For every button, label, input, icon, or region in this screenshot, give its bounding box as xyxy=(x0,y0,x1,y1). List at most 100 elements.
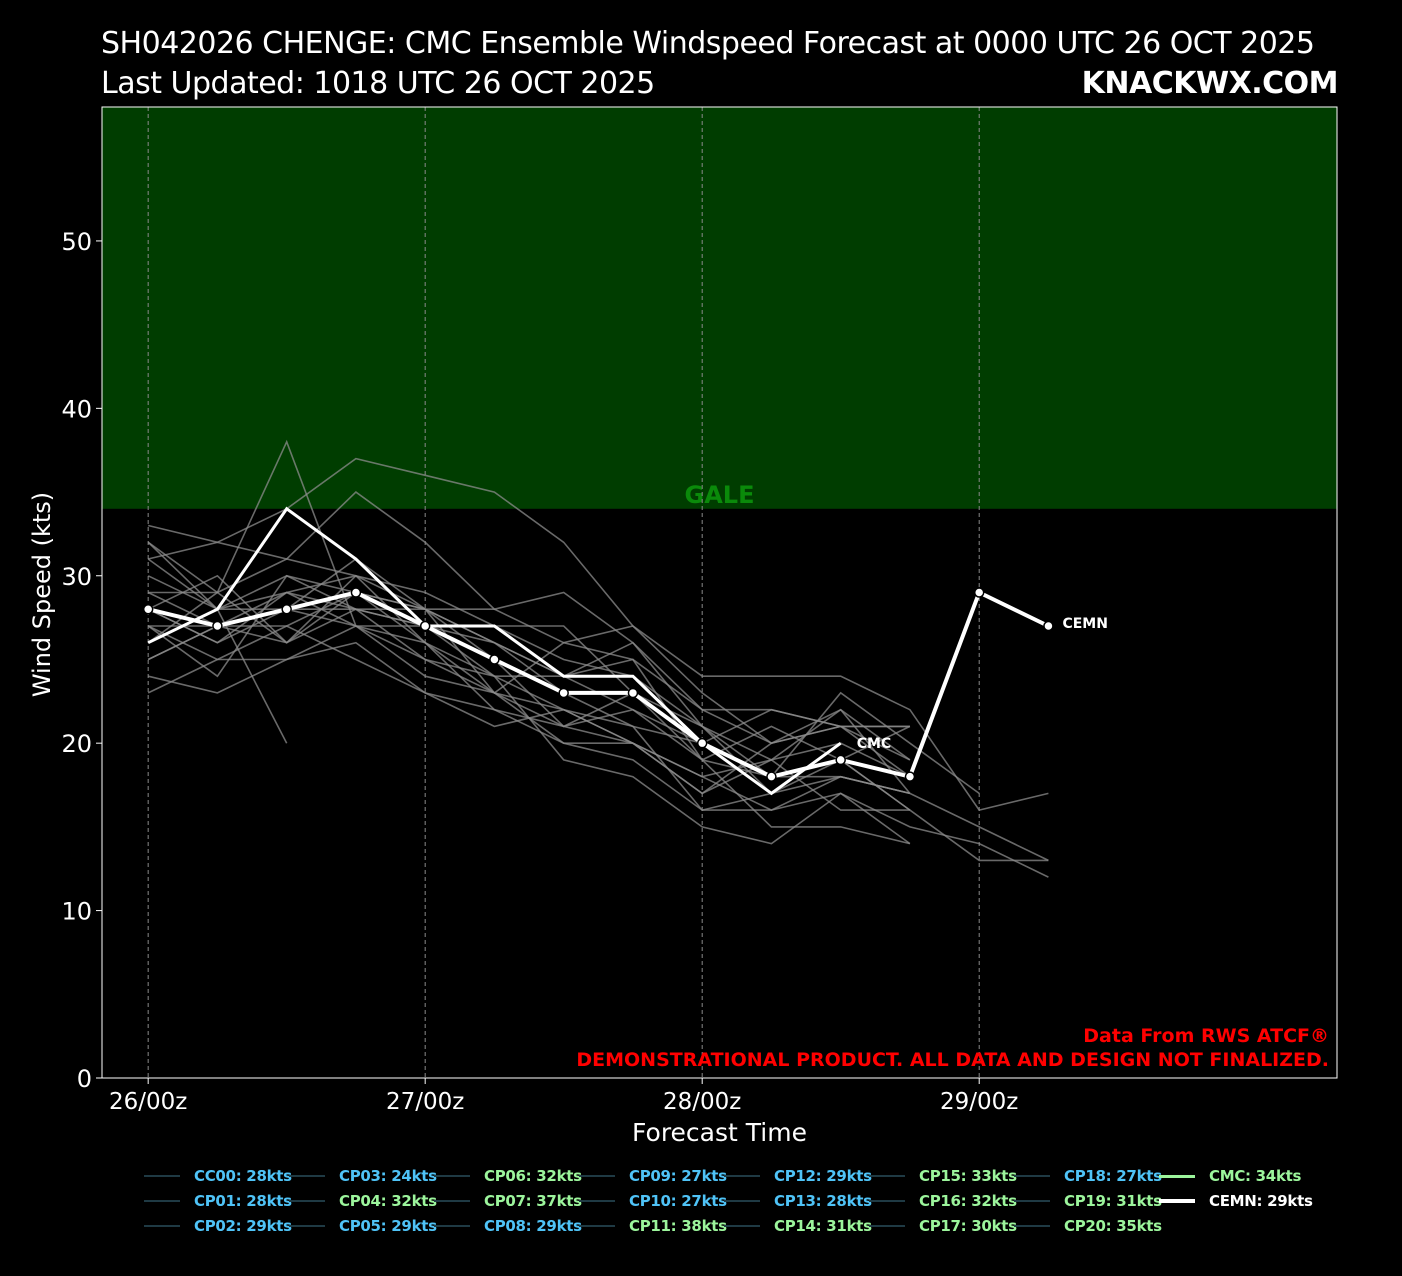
legend-swatch xyxy=(869,1225,905,1227)
legend-swatch xyxy=(724,1225,760,1227)
chart-title: SH042026 CHENGE: CMC Ensemble Windspeed … xyxy=(101,26,1315,61)
member-line-18 xyxy=(147,541,910,795)
legend-swatch xyxy=(869,1200,905,1202)
y-tick-label-4: 40 xyxy=(61,395,92,423)
cemn-point-13 xyxy=(1043,620,1054,632)
legend-item: CP17: 30kts xyxy=(869,1216,1017,1236)
legend-label: CEMN: 29kts xyxy=(1209,1192,1313,1210)
legend-label: CC00: 28kts xyxy=(194,1167,292,1185)
legend-item: CP10: 27kts xyxy=(579,1191,727,1211)
legend-item: CP19: 31kts xyxy=(1014,1191,1162,1211)
cemn-point-12 xyxy=(973,587,985,598)
cemn-point-0 xyxy=(142,603,154,615)
legend-item: CP14: 31kts xyxy=(724,1216,872,1236)
x-tick-label-0: 26/00z xyxy=(109,1089,187,1115)
x-tick-label-2: 28/00z xyxy=(663,1089,741,1115)
legend-label: CP17: 30kts xyxy=(919,1217,1017,1235)
cemn-point-7 xyxy=(627,687,639,699)
legend-item: CP16: 32kts xyxy=(869,1191,1017,1211)
legend-swatch xyxy=(724,1175,760,1177)
brand-logo-text: KNACKWX.COM xyxy=(1081,66,1339,101)
legend-label: CP06: 32kts xyxy=(484,1167,582,1185)
legend-label: CP11: 38kts xyxy=(629,1217,727,1235)
legend-swatch xyxy=(289,1225,325,1227)
legend-item: CP06: 32kts xyxy=(434,1166,582,1186)
cemn-point-6 xyxy=(558,687,569,699)
legend-swatch xyxy=(1159,1199,1195,1203)
cemn-end-label: CEMN xyxy=(1062,616,1108,632)
legend-label: CP18: 27kts xyxy=(1064,1167,1162,1185)
legend-item: CP18: 27kts xyxy=(1014,1166,1162,1186)
legend-item: CP01: 28kts xyxy=(144,1191,292,1211)
legend: CC00: 28kts CP01: 28kts CP02: 29kts CP03: 2… xyxy=(144,1166,1384,1246)
legend-item: CP11: 38kts xyxy=(579,1216,727,1236)
legend-swatch xyxy=(434,1175,470,1177)
member-line-17 xyxy=(147,591,911,795)
legend-item: CP15: 33kts xyxy=(869,1166,1017,1186)
legend-item: CEMN: 29kts xyxy=(1159,1191,1313,1211)
legend-item: CP08: 29kts xyxy=(434,1216,582,1236)
x-tick-label-3: 29/00z xyxy=(940,1089,1018,1115)
y-tick-label-0: 0 xyxy=(77,1065,92,1093)
legend-item: CC00: 28kts xyxy=(144,1166,292,1186)
legend-label: CP10: 27kts xyxy=(629,1192,727,1210)
legend-swatch xyxy=(144,1200,180,1202)
last-updated: Last Updated: 1018 UTC 26 OCT 2025 xyxy=(101,66,655,101)
legend-label: CP16: 32kts xyxy=(919,1192,1017,1210)
legend-swatch xyxy=(144,1175,180,1177)
windspeed-chart: GALE CMC CEMN 0 10 20 30 40 50 26/00z 27/00z 28/00z… xyxy=(28,106,1338,1147)
cemn-point-2 xyxy=(281,603,292,615)
legend-item: CP13: 28kts xyxy=(724,1191,872,1211)
legend-swatch xyxy=(869,1175,905,1177)
legend-item: CP02: 29kts xyxy=(144,1216,292,1236)
cemn-point-9 xyxy=(766,771,777,782)
member-line-6 xyxy=(147,558,911,795)
cemn-point-5 xyxy=(489,654,500,665)
legend-label: CP02: 29kts xyxy=(194,1217,292,1235)
legend-label: CP20: 35kts xyxy=(1064,1217,1162,1235)
cemn-point-8 xyxy=(696,737,708,749)
cmc-line xyxy=(147,506,842,796)
legend-label: CMC: 34kts xyxy=(1209,1167,1302,1185)
y-tick-label-5: 50 xyxy=(61,228,92,256)
cemn-point-3 xyxy=(350,587,362,598)
member-line-11 xyxy=(147,575,1049,862)
legend-item: CP03: 24kts xyxy=(289,1166,437,1186)
gale-band xyxy=(102,107,1337,509)
legend-swatch xyxy=(579,1225,615,1227)
legend-swatch xyxy=(289,1175,325,1177)
x-tick-label-1: 27/00z xyxy=(386,1089,464,1115)
legend-swatch xyxy=(1014,1200,1050,1202)
legend-swatch xyxy=(1014,1225,1050,1227)
member-line-10 xyxy=(147,608,1049,878)
x-axis-label: Forecast Time xyxy=(632,1118,807,1147)
legend-swatch xyxy=(434,1200,470,1202)
cemn-point-11 xyxy=(904,771,916,782)
legend-label: CP04: 32kts xyxy=(339,1192,437,1210)
member-line-8 xyxy=(148,625,911,795)
y-tick-label-1: 10 xyxy=(61,898,92,926)
legend-item: CP07: 37kts xyxy=(434,1191,582,1211)
legend-label: CP13: 28kts xyxy=(774,1192,872,1210)
y-axis-label: Wind Speed (kts) xyxy=(28,492,56,697)
legend-label: CP15: 33kts xyxy=(919,1167,1017,1185)
legend-label: CP12: 29kts xyxy=(774,1167,872,1185)
legend-item: CP20: 35kts xyxy=(1014,1216,1162,1236)
legend-item: CP05: 29kts xyxy=(289,1216,437,1236)
legend-item: CP04: 32kts xyxy=(289,1191,437,1211)
y-tick-label-3: 30 xyxy=(61,563,92,591)
legend-label: CP19: 31kts xyxy=(1064,1192,1162,1210)
cemn-point-10 xyxy=(835,754,846,766)
cemn-point-4 xyxy=(419,620,431,632)
legend-swatch xyxy=(579,1175,615,1177)
gale-label: GALE xyxy=(685,481,755,509)
data-source-note: Data From RWS ATCF® xyxy=(1083,1025,1329,1047)
legend-item: CMC: 34kts xyxy=(1159,1166,1301,1186)
legend-item: CP12: 29kts xyxy=(724,1166,872,1186)
legend-label: CP05: 29kts xyxy=(339,1217,437,1235)
disclaimer-note: DEMONSTRATIONAL PRODUCT. ALL DATA AND DE… xyxy=(576,1049,1329,1071)
legend-swatch xyxy=(434,1225,470,1227)
cmc-end-label: CMC xyxy=(857,736,891,752)
legend-label: CP14: 31kts xyxy=(774,1217,872,1235)
legend-label: CP08: 29kts xyxy=(484,1217,582,1235)
